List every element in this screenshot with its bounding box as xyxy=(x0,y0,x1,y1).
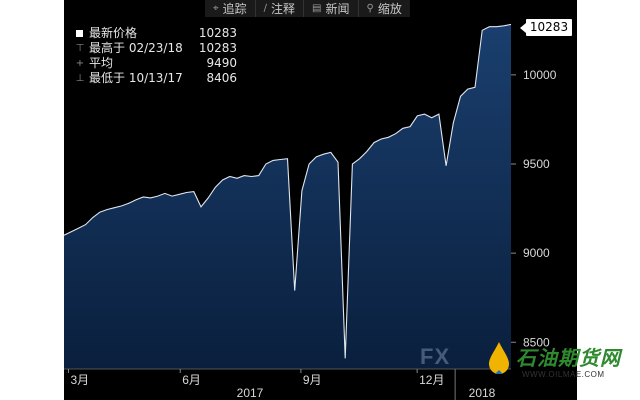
news-label: 新闻 xyxy=(325,2,350,16)
news-icon: ▤ xyxy=(312,3,322,14)
chart-svg[interactable]: 8500 9000 9500 10000 3月 6月 9月 12月 2017 2018 xyxy=(64,0,577,400)
x-tick-label: 3月 xyxy=(70,373,89,387)
magnifier-icon: ⚲ xyxy=(366,3,374,14)
crosshair-icon: ⌖ xyxy=(213,3,219,14)
track-label: 追踪 xyxy=(222,2,247,16)
news-button[interactable]: ▤ 新闻 xyxy=(304,0,359,17)
watermark-logo: FX xyxy=(420,344,451,369)
track-button[interactable]: ⌖ 追踪 xyxy=(205,0,256,17)
zoom-label: 缩放 xyxy=(377,2,402,16)
watermark-chinese-text: 石油期货网 xyxy=(516,346,621,370)
y-tick-label: 9500 xyxy=(523,157,550,171)
oil-drop-icon xyxy=(489,342,509,374)
pencil-icon: ∕ xyxy=(263,3,268,14)
legend-low-label: 最低于 10/13/17 xyxy=(89,71,183,85)
watermark: FX 石油期货网 WWW.OILMAE.COM xyxy=(420,338,630,398)
last-price-tag-arrow xyxy=(520,23,526,33)
x-tick-label: 6月 xyxy=(182,373,201,387)
legend-last-label: 最新价格 xyxy=(89,26,138,40)
legend-row-low: ⊥ 最低于 10/13/17 8406 xyxy=(70,71,243,86)
y-tick-label: 9000 xyxy=(523,246,550,260)
annotate-label: 注释 xyxy=(271,2,296,16)
average-marker-icon: + xyxy=(75,58,85,69)
series-line xyxy=(64,23,512,359)
x-tick-label: 12月 xyxy=(419,373,444,387)
x-tick-label: 9月 xyxy=(303,373,322,387)
annotate-button[interactable]: ∕ 注释 xyxy=(256,0,305,17)
legend-low-value: 8406 xyxy=(206,71,237,85)
y-tick-label: 8500 xyxy=(523,335,550,349)
legend-row-avg: + 平均 9490 xyxy=(70,56,243,71)
legend-avg-label: 平均 xyxy=(89,56,114,70)
last-price-tag: 10283 xyxy=(526,19,572,36)
watermark-url: WWW.OILMAE.COM xyxy=(522,370,605,379)
legend-avg-value: 9490 xyxy=(206,56,237,70)
legend: 最新价格 10283 ⊤ 最高于 02/23/18 10283 + 平均 949… xyxy=(70,24,243,90)
legend-high-value: 10283 xyxy=(198,41,237,55)
legend-row-last: 最新价格 10283 xyxy=(70,26,243,41)
series-area xyxy=(64,24,511,370)
legend-last-value: 10283 xyxy=(198,26,237,40)
legend-high-label: 最高于 02/23/18 xyxy=(89,41,183,55)
toolbar: ⌖ 追踪 ∕ 注释 ▤ 新闻 ⚲ 缩放 xyxy=(205,0,410,17)
chart-panel: 8500 9000 9500 10000 3月 6月 9月 12月 2017 2018 xyxy=(64,0,577,400)
low-marker-icon: ⊥ xyxy=(75,73,85,84)
high-marker-icon: ⊤ xyxy=(75,43,85,54)
year-label: 2018 xyxy=(469,386,496,400)
last-price-marker-icon xyxy=(76,30,83,37)
year-label: 2017 xyxy=(237,386,264,400)
legend-row-high: ⊤ 最高于 02/23/18 10283 xyxy=(70,41,243,56)
y-tick-label: 10000 xyxy=(523,68,557,82)
zoom-button[interactable]: ⚲ 缩放 xyxy=(359,0,410,17)
